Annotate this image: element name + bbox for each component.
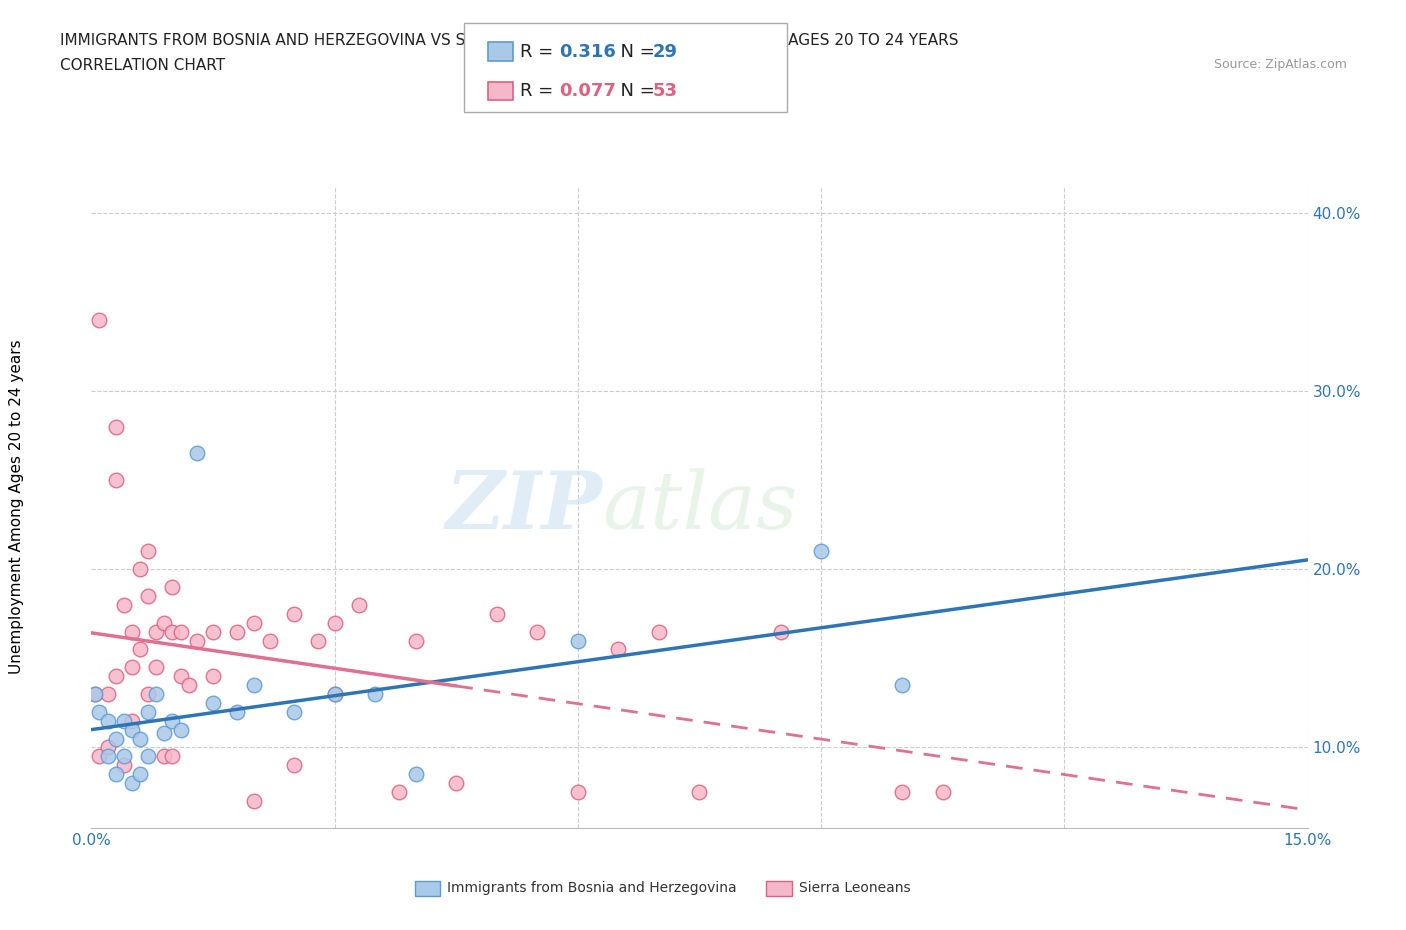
Point [186,633,208,648]
Point [97,713,120,728]
Point [283,606,305,621]
Point [607,642,630,657]
Point [323,686,346,701]
Point [526,624,548,639]
Point [388,785,411,800]
Point [162,624,184,639]
Point [444,776,467,790]
Point [145,624,167,639]
Point [810,544,832,559]
Point [153,616,176,631]
Point [177,678,200,693]
Point [259,633,281,648]
Point [97,749,120,764]
Point [162,749,184,764]
Point [104,419,127,434]
Point [89,704,111,719]
Point [129,562,152,577]
Point [112,713,135,728]
Point [169,723,191,737]
Point [226,704,249,719]
Point [89,312,111,327]
Text: Sierra Leoneans: Sierra Leoneans [799,881,910,896]
Point [891,678,914,693]
Point [129,766,152,781]
Text: 0.077: 0.077 [560,82,616,100]
Point [136,544,159,559]
Text: Immigrants from Bosnia and Herzegovina: Immigrants from Bosnia and Herzegovina [447,881,737,896]
Point [84,686,107,701]
Point [136,749,159,764]
Point [242,793,264,808]
Point [169,624,191,639]
Point [145,686,167,701]
Point [136,589,159,604]
Point [97,686,120,701]
Text: R =: R = [520,82,560,100]
Point [323,616,346,631]
Point [405,633,427,648]
Point [121,723,143,737]
Point [136,686,159,701]
Point [89,749,111,764]
Point [136,704,159,719]
Text: ZIP: ZIP [446,468,602,546]
Point [283,704,305,719]
Point [688,785,710,800]
Text: CORRELATION CHART: CORRELATION CHART [60,58,225,73]
Point [567,633,589,648]
Point [242,616,264,631]
Point [84,686,107,701]
Point [347,597,370,612]
Text: N =: N = [609,82,661,100]
Text: 0.316: 0.316 [560,43,616,60]
Point [567,785,589,800]
Point [226,624,249,639]
Point [121,776,143,790]
Text: 29: 29 [652,43,678,60]
Point [129,642,152,657]
Point [283,758,305,773]
Point [153,749,176,764]
Point [891,785,914,800]
Point [112,758,135,773]
Text: N =: N = [609,43,661,60]
Point [364,686,387,701]
Point [97,740,120,755]
Point [104,731,127,746]
Point [169,669,191,684]
Point [121,660,143,675]
Text: atlas: atlas [602,468,797,546]
Text: Source: ZipAtlas.com: Source: ZipAtlas.com [1213,58,1347,71]
Point [202,669,225,684]
Point [769,624,792,639]
Point [104,766,127,781]
Point [648,624,671,639]
Text: IMMIGRANTS FROM BOSNIA AND HERZEGOVINA VS SIERRA LEONEAN UNEMPLOYMENT AMONG AGES: IMMIGRANTS FROM BOSNIA AND HERZEGOVINA V… [60,33,959,47]
Point [121,713,143,728]
Point [405,766,427,781]
Text: R =: R = [520,43,560,60]
Point [202,624,225,639]
Point [104,472,127,487]
Point [162,713,184,728]
Text: Unemployment Among Ages 20 to 24 years: Unemployment Among Ages 20 to 24 years [10,339,24,674]
Point [307,633,329,648]
Point [162,579,184,594]
Point [121,624,143,639]
Point [202,696,225,711]
Point [104,669,127,684]
Point [129,731,152,746]
Point [485,606,508,621]
Point [186,446,208,461]
Point [112,597,135,612]
Point [931,785,953,800]
Point [242,678,264,693]
Point [153,725,176,740]
Text: 53: 53 [652,82,678,100]
Point [112,749,135,764]
Point [145,660,167,675]
Point [323,686,346,701]
